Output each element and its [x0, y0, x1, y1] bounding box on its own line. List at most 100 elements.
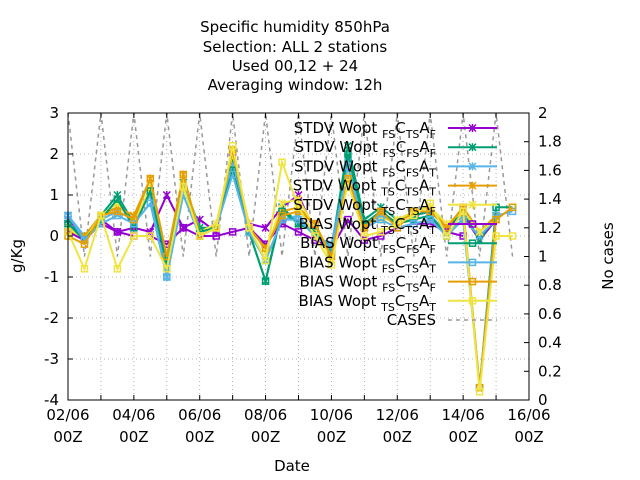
- legend-label-sub: T: [428, 186, 436, 199]
- data-point: [344, 178, 352, 187]
- legend-label-sub: T: [428, 166, 436, 179]
- legend-label-letter: A: [419, 157, 430, 175]
- data-point: [261, 277, 270, 285]
- data-point: [130, 232, 138, 240]
- legend-label-sub: FS: [382, 282, 395, 295]
- data-point: [377, 228, 385, 236]
- data-point: [360, 236, 369, 244]
- legend-entry: STDV Wopt FSCFSAT: [294, 157, 497, 179]
- legend-label-letter: A: [419, 273, 430, 291]
- data-point: [475, 388, 484, 396]
- legend-label-sub: FS: [382, 128, 395, 141]
- title-line: Selection: ALL 2 stations: [203, 38, 388, 56]
- data-point: [278, 211, 286, 220]
- data-point: [343, 141, 352, 150]
- data-point: [468, 297, 477, 305]
- data-point: [393, 219, 402, 228]
- data-point: [468, 143, 477, 152]
- axes: 02/06 00Z 04/06 00Z 06/06 00Z 08/06 00Z 10/06 00Z…: [44, 104, 562, 446]
- data-point: [475, 227, 484, 236]
- y2-tick-label: 0.6: [538, 305, 562, 323]
- legend-label-sub: TS: [381, 205, 396, 218]
- legend-label-sub: T: [428, 262, 436, 275]
- data-point: [426, 215, 434, 224]
- data-point: [468, 277, 477, 286]
- data-point: [508, 232, 517, 240]
- data-point: [163, 273, 171, 281]
- data-point: [468, 123, 477, 133]
- legend-label: STDV Wopt FSCFSAT: [294, 157, 436, 179]
- legend-label-sub: TS: [380, 301, 395, 314]
- y2-tick-label: 0.8: [538, 276, 562, 294]
- legend-entry: STDV Wopt TSCTSAT: [293, 177, 497, 199]
- data-point: [468, 220, 477, 228]
- legend-label-letter: A: [419, 119, 430, 137]
- legend-entry: BIAS Wopt TSCTSAT: [299, 292, 497, 314]
- y2-tick-label: 2: [538, 104, 548, 122]
- data-point: [442, 232, 451, 240]
- data-point: [113, 207, 122, 216]
- legend-entry: BIAS Wopt FSCTSAF: [300, 273, 497, 295]
- data-point: [377, 207, 385, 216]
- data-point: [311, 232, 319, 240]
- data-point: [212, 224, 220, 232]
- data-point: [245, 224, 253, 232]
- legend-label-letter: A: [419, 215, 430, 233]
- data-point: [344, 215, 352, 224]
- y-tick-label: 2: [49, 145, 59, 163]
- legend-label: STDV Wopt TSCTSAT: [293, 177, 436, 199]
- legend-label-sub: TS: [404, 186, 419, 199]
- x-tick-label: 08/06: [244, 406, 287, 424]
- data-point: [97, 211, 105, 220]
- legend-label-sub: FS: [383, 147, 396, 160]
- x-tick-label: 12/06: [376, 406, 419, 424]
- data-point: [80, 240, 89, 248]
- legend-label-main: BIAS Wopt: [299, 253, 382, 271]
- data-point: [508, 203, 517, 212]
- x-tick-label: 10/06: [310, 406, 353, 424]
- data-point: [228, 142, 237, 150]
- legend-label-letter: A: [419, 177, 430, 195]
- data-point: [113, 265, 122, 273]
- legend-label-sub: TS: [404, 224, 419, 237]
- data-point: [228, 170, 237, 179]
- legend-label-letter: A: [419, 253, 430, 271]
- x-tick-label: 00Z: [448, 428, 477, 446]
- legend-label-letter: A: [419, 138, 430, 156]
- data-point: [278, 158, 286, 166]
- data-point: [195, 232, 204, 240]
- legend-label-main: STDV Wopt: [293, 177, 381, 195]
- data-point: [468, 181, 477, 190]
- data-point: [360, 232, 369, 240]
- y-axis-label: g/Kg: [8, 239, 26, 273]
- legend-label-sub: F: [430, 128, 436, 141]
- series-layer: [63, 141, 517, 396]
- data-point: [377, 215, 385, 224]
- data-point: [162, 190, 171, 200]
- x-tick-label: 00Z: [317, 428, 346, 446]
- series: [64, 142, 517, 396]
- legend-label-sub: FS: [406, 243, 419, 256]
- legend-label: STDV Wopt TSCTSAF: [293, 196, 436, 218]
- x-tick-label: 16/06: [507, 406, 550, 424]
- legend-label: BIAS Wopt TSCTSAT: [299, 292, 437, 314]
- data-point: [163, 265, 171, 273]
- legend-label-main: BIAS Wopt: [299, 292, 382, 310]
- cases-layer: [67, 112, 514, 257]
- x-tick-label: 00Z: [119, 428, 148, 446]
- data-point: [212, 232, 220, 240]
- legend-label-sub: T: [428, 301, 436, 314]
- legend-label-sub: T: [428, 224, 436, 237]
- data-point: [294, 203, 303, 212]
- y-tick-label: -3: [44, 350, 59, 368]
- legend-label-main: BIAS Wopt: [300, 234, 383, 252]
- legend-label-sub: FS: [383, 243, 396, 256]
- x-axis-label: Date: [274, 457, 310, 475]
- data-point: [410, 211, 418, 220]
- data-point: [468, 258, 477, 267]
- data-point: [311, 219, 319, 228]
- y-tick-label: -2: [44, 309, 59, 327]
- x-tick-label: 00Z: [251, 428, 280, 446]
- legend-label-sub: FS: [406, 166, 419, 179]
